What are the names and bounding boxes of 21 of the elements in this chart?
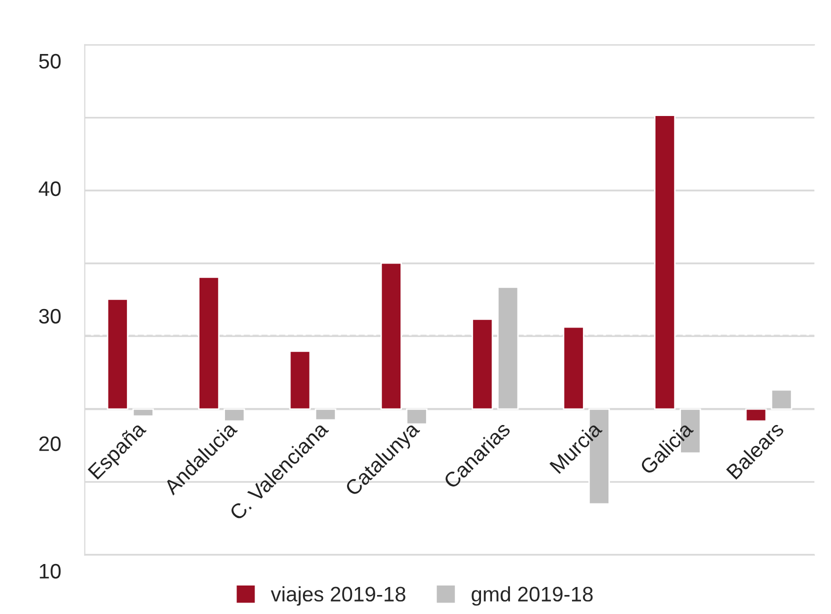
bar bbox=[380, 262, 402, 410]
bar bbox=[314, 408, 336, 421]
bar bbox=[654, 114, 676, 410]
bar bbox=[497, 286, 519, 410]
bar bbox=[562, 326, 584, 410]
bar bbox=[224, 408, 246, 422]
text: 10 bbox=[40, 564, 61, 579]
legend-label: viajes 2019-18 bbox=[270, 586, 406, 606]
bar bbox=[289, 350, 311, 410]
bar bbox=[198, 276, 220, 410]
text: 50 bbox=[39, 54, 61, 69]
text: 20 bbox=[39, 436, 61, 452]
bar bbox=[106, 298, 128, 410]
text: 40 bbox=[38, 181, 61, 196]
bar bbox=[472, 318, 494, 410]
bar bbox=[132, 408, 154, 417]
legend-label: gmd 2019-18 bbox=[472, 586, 593, 606]
bar bbox=[745, 408, 767, 422]
text: 30 bbox=[39, 308, 61, 324]
bar bbox=[406, 408, 428, 425]
bar bbox=[770, 389, 792, 410]
